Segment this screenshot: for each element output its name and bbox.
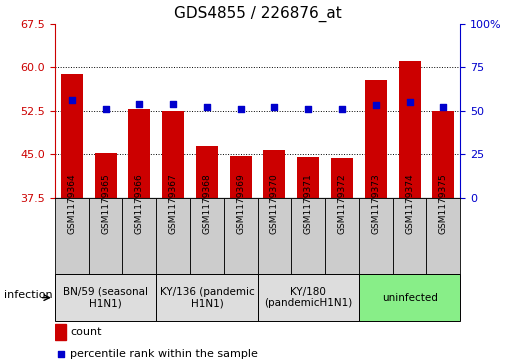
Bar: [89, 198, 122, 274]
Text: GSM1179375: GSM1179375: [439, 174, 448, 234]
Bar: [426, 198, 460, 274]
Point: [372, 103, 380, 109]
Text: KY/136 (pandemic
H1N1): KY/136 (pandemic H1N1): [160, 287, 254, 309]
Text: count: count: [70, 327, 102, 337]
Text: GSM1179364: GSM1179364: [67, 174, 76, 234]
Point: [270, 104, 279, 110]
Point: [67, 97, 76, 103]
Text: GSM1179368: GSM1179368: [202, 174, 211, 234]
Text: GSM1179374: GSM1179374: [405, 174, 414, 234]
Text: KY/180
(pandemicH1N1): KY/180 (pandemicH1N1): [264, 287, 353, 309]
Point: [338, 106, 346, 112]
Bar: [55, 274, 156, 321]
Point: [56, 351, 65, 357]
Bar: [257, 274, 359, 321]
Bar: [325, 198, 359, 274]
Bar: [399, 61, 420, 198]
Text: infection: infection: [4, 290, 53, 300]
Bar: [359, 198, 393, 274]
Text: percentile rank within the sample: percentile rank within the sample: [70, 349, 258, 359]
Bar: [156, 274, 257, 321]
Text: GSM1179372: GSM1179372: [337, 174, 347, 234]
Text: GSM1179366: GSM1179366: [135, 174, 144, 234]
Point: [304, 106, 312, 112]
Bar: [95, 152, 117, 198]
Bar: [122, 198, 156, 274]
Bar: [156, 198, 190, 274]
Text: GSM1179370: GSM1179370: [270, 174, 279, 234]
Text: uninfected: uninfected: [382, 293, 438, 303]
Bar: [230, 156, 252, 198]
Text: BN/59 (seasonal
H1N1): BN/59 (seasonal H1N1): [63, 287, 148, 309]
Text: GSM1179369: GSM1179369: [236, 174, 245, 234]
Point: [236, 106, 245, 112]
Point: [405, 99, 414, 105]
Point: [169, 101, 177, 107]
Bar: [393, 198, 426, 274]
Bar: [365, 80, 387, 198]
Point: [439, 104, 448, 110]
Bar: [433, 111, 454, 198]
Bar: [359, 274, 460, 321]
Bar: [61, 74, 83, 198]
Point: [101, 106, 110, 112]
Title: GDS4855 / 226876_at: GDS4855 / 226876_at: [174, 6, 342, 22]
Bar: [257, 198, 291, 274]
Point: [135, 101, 143, 107]
Bar: [224, 198, 257, 274]
Text: GSM1179365: GSM1179365: [101, 174, 110, 234]
Bar: [291, 198, 325, 274]
Point: [203, 104, 211, 110]
Bar: [190, 198, 224, 274]
Bar: [331, 158, 353, 198]
Text: GSM1179367: GSM1179367: [168, 174, 178, 234]
Bar: [196, 146, 218, 198]
Bar: [264, 150, 286, 198]
Text: GSM1179371: GSM1179371: [304, 174, 313, 234]
Bar: [55, 198, 89, 274]
Bar: [297, 157, 319, 198]
Bar: [55, 324, 66, 340]
Bar: [128, 109, 150, 198]
Bar: [162, 111, 184, 198]
Text: GSM1179373: GSM1179373: [371, 174, 380, 234]
